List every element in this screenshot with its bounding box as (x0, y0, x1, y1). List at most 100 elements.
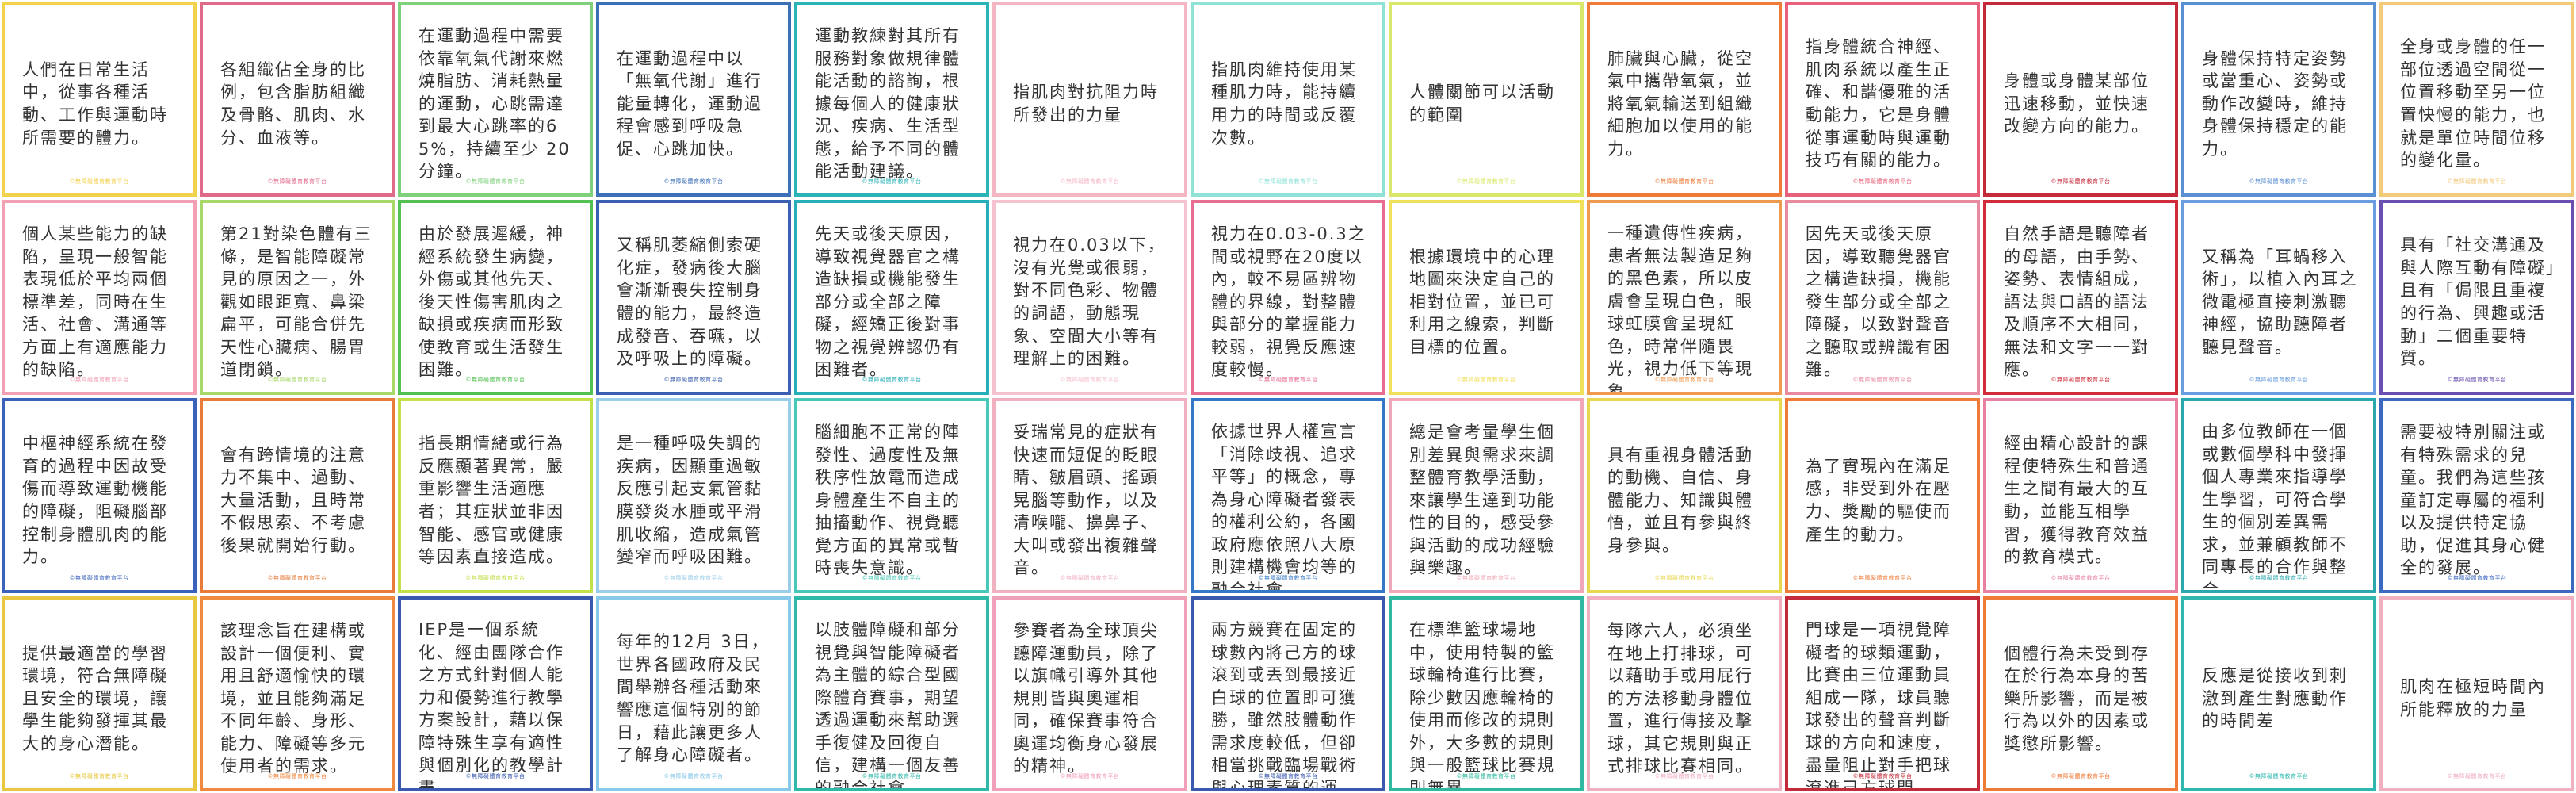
flashcard[interactable]: 個人某些能力的缺陷，呈現一般智能表現低於平均兩個標準差，同時在生活、社會、溝通等… (2, 200, 197, 395)
flashcard[interactable]: 先天或後天原因，導致視覺器官之構造缺損或機能發生部分或全部之障礙，經矯正後對事物… (794, 200, 989, 395)
flashcard[interactable]: 個體行為未受到存在於行為本身的苦樂所影響，而是被行為以外的因素或獎懲所影響。 ©… (1983, 596, 2178, 791)
flashcard[interactable]: 需要被特別關注或有特殊需求的兒童。我們為這些孩童訂定專屬的福利以及提供特定協助，… (2379, 398, 2574, 593)
flashcard[interactable]: 人體關節可以活動的範圍 ©無障礙體育教育平台 (1389, 2, 1584, 197)
flashcard[interactable]: 在運動過程中以「無氧代謝」進行能量轉化，運動過程會感到呼吸急促、心跳加快。 ©無… (596, 2, 791, 197)
flashcard-text: 各組織佔全身的比例，包含脂肪組織及骨骼、肌肉、水分、血液等。 (220, 59, 366, 147)
flashcard[interactable]: 會有跨情境的注意力不集中、過動、大量活動，且時常不假思索、不考慮後果就開始行動。… (200, 398, 395, 593)
flashcard-footer: ©無障礙體育教育平台 (1654, 178, 1714, 185)
flashcard[interactable]: 以肢體障礙和部分視覺與智能障礙者為主體的綜合型國際體育賽事，期望透過運動來幫助選… (794, 596, 989, 791)
flashcard[interactable]: 每隊六人，必須坐在地上打排球，可以藉助手或用屁行的方法移動身體位置，進行傳接及擊… (1587, 596, 1782, 791)
flashcard[interactable]: 指肌肉維持使用某種肌力時，能持續用力的時間或反覆次數。 ©無障礙體育教育平台 (1191, 2, 1385, 197)
flashcard[interactable]: 中樞神經系統在發育的過程中因故受傷而導致運動機能的障礙，阻礙腦部控制身體肌肉的能… (2, 398, 197, 593)
flashcard-footer: ©無障礙體育教育平台 (1060, 773, 1120, 780)
flashcard-text: 個人某些能力的缺陷，呈現一般智能表現低於平均兩個標準差，同時在生活、社會、溝通等… (22, 224, 168, 380)
flashcard[interactable]: 兩方競賽在固定的球數內將己方的球滾到或丟到最接近白球的位置即可獲勝，雖然肢體動作… (1191, 596, 1385, 791)
flashcard[interactable]: 在運動過程中需要依靠氧氣代謝來燃燒脂肪、消耗熱量的運動，心跳需達到最大心跳率的6… (398, 2, 593, 197)
flashcard-text: 為了實現內在滿足感，非受到外在壓力、獎勵的驅使而產生的動力。 (1806, 456, 1951, 544)
flashcard-footer: ©無障礙體育教育平台 (2447, 773, 2507, 780)
flashcard[interactable]: 又稱為「耳蝸移入術」，以植入內耳之微電極直接刺激聽神經，協助聽障者聽見聲音。 ©… (2181, 200, 2376, 395)
flashcard[interactable]: 依據世界人權宣言「消除歧視、追求平等」的概念，專為身心障礙者發表的權利公約，各國… (1191, 398, 1385, 593)
flashcard-footer: ©無障礙體育教育平台 (267, 377, 327, 383)
flashcard[interactable]: 各組織佔全身的比例，包含脂肪組織及骨骼、肌肉、水分、血液等。 ©無障礙體育教育平… (200, 2, 395, 197)
flashcard-footer: ©無障礙體育教育平台 (1852, 773, 1913, 780)
flashcard[interactable]: 一種遺傳性疾病，患者無法製造足夠的黑色素，所以皮膚會呈現白色，眼球虹膜會呈現紅色… (1587, 200, 1782, 395)
flashcard-text: 身體或身體某部位迅速移動，並快速改變方向的能力。 (2004, 71, 2150, 136)
flashcard-footer: ©無障礙體育教育平台 (2249, 178, 2309, 185)
flashcard[interactable]: 指身體統合神經、肌肉系統以產生正確、和諧優雅的活動能力，它是身體從事運動時與運動… (1785, 2, 1980, 197)
flashcard[interactable]: 視力在0.03-0.3之間或視野在20度以內，較不易區辨物體的界線，對整體與部分… (1191, 200, 1385, 395)
flashcard-footer: ©無障礙體育教育平台 (2249, 773, 2309, 780)
flashcard[interactable]: 身體保持特定姿勢或當重心、姿勢或動作改變時，維持身體保持穩定的能力。 ©無障礙體… (2181, 2, 2376, 197)
flashcard-text: 運動教練對其所有服務對象做規律體能活動的諮詢，根據每個人的健康狀況、疾病、生活型… (815, 26, 961, 182)
flashcard-text: 需要被特別關注或有特殊需求的兒童。我們為這些孩童訂定專屬的福利以及提供特定協助，… (2400, 423, 2546, 578)
flashcard-footer: ©無障礙體育教育平台 (663, 377, 724, 383)
flashcard-footer: ©無障礙體育教育平台 (1654, 575, 1714, 581)
flashcard[interactable]: 全身或身體的任一部位透過空間從一位置移動至另一位置快慢的能力，也就是單位時間位移… (2379, 2, 2574, 197)
flashcard[interactable]: 腦細胞不正常的陣發性、過度性及無秩序性放電而造成身體產生不自主的抽搐動作、視覺聽… (794, 398, 989, 593)
flashcard[interactable]: 每年的12月 3日，世界各國政府及民間舉辦各種活動來響應這個特別的節日，藉此讓更… (596, 596, 791, 791)
flashcard[interactable]: 自然手語是聽障者的母語，由手勢、姿勢、表情組成，語法與口語的語法及順序不大相同，… (1983, 200, 2178, 395)
flashcard[interactable]: 運動教練對其所有服務對象做規律體能活動的諮詢，根據每個人的健康狀況、疾病、生活型… (794, 2, 989, 197)
flashcard[interactable]: 由多位教師在一個或數個學科中發揮個人專業來指導學生學習，可符合學生的個別差異需求… (2181, 398, 2376, 593)
flashcard-footer: ©無障礙體育教育平台 (1060, 178, 1120, 185)
flashcard[interactable]: 妥瑞常見的症狀有快速而短促的眨眼睛、皺眉頭、搖頭晃腦等動作，以及清喉嚨、擤鼻子、… (992, 398, 1187, 593)
flashcard-footer: ©無障礙體育教育平台 (69, 773, 129, 780)
flashcard-text: 妥瑞常見的症狀有快速而短促的眨眼睛、皺眉頭、搖頭晃腦等動作，以及清喉嚨、擤鼻子、… (1013, 423, 1159, 578)
flashcard-text: 又稱為「耳蝸移入術」，以植入內耳之微電極直接刺激聽神經，協助聽障者聽見聲音。 (2202, 247, 2358, 357)
flashcard-footer: ©無障礙體育教育平台 (862, 178, 922, 185)
flashcard-text: 在運動過程中以「無氧代謝」進行能量轉化，運動過程會感到呼吸急促、心跳加快。 (617, 48, 762, 159)
flashcard-text: 總是會考量學生個別差異與需求來調整體育教學活動，來讓學生達到功能性的目的，感受參… (1409, 423, 1555, 578)
flashcard-footer: ©無障礙體育教育平台 (1654, 773, 1714, 780)
flashcard[interactable]: 提供最適當的學習環境，符合無障礙且安全的環境，讓學生能夠發揮其最大的身心潛能。 … (2, 596, 197, 791)
flashcard-text: 參賽者為全球頂尖聽障運動員，除了以旗幟引導外其他規則皆與奧運相同，確保賽事符合奧… (1013, 621, 1159, 776)
flashcard-text: 兩方競賽在固定的球數內將己方的球滾到或丟到最接近白球的位置即可獲勝，雖然肢體動作… (1211, 620, 1357, 791)
flashcard-footer: ©無障礙體育教育平台 (1852, 575, 1913, 581)
flashcard-text: 全身或身體的任一部位透過空間從一位置移動至另一位置快慢的能力，也就是單位時間位移… (2400, 37, 2546, 170)
flashcard[interactable]: IEP是一個系統化、經由團隊合作之方式針對個人能力和優勢進行教學方案設計，藉以保… (398, 596, 593, 791)
flashcard-text: 視力在0.03-0.3之間或視野在20度以內，較不易區辨物體的界線，對整體與部分… (1211, 224, 1366, 380)
flashcard-footer: ©無障礙體育教育平台 (1456, 575, 1516, 581)
flashcard[interactable]: 肺臟與心臟，從空氣中攜帶氧氣，並將氧氣輸送到組織細胞加以使用的能力。 ©無障礙體… (1587, 2, 1782, 197)
flashcard-text: 因先天或後天原因，導致聽覺器官之構造缺損，機能發生部分或全部之障礙，以致對聲音之… (1806, 224, 1951, 380)
flashcard-footer: ©無障礙體育教育平台 (2050, 575, 2111, 581)
flashcard-footer: ©無障礙體育教育平台 (2447, 178, 2507, 185)
flashcard[interactable]: 根據環境中的心理地圖來決定自己的相對位置，並已可利用之線索，判斷目標的位置。 ©… (1389, 200, 1584, 395)
flashcard-text: IEP是一個系統化、經由團隊合作之方式針對個人能力和優勢進行教學方案設計，藉以保… (419, 620, 564, 791)
flashcard-footer: ©無障礙體育教育平台 (663, 575, 724, 581)
flashcard-text: 會有跨情境的注意力不集中、過動、大量活動，且時常不假思索、不考慮後果就開始行動。 (220, 445, 366, 555)
flashcard-footer: ©無障礙體育教育平台 (663, 178, 724, 185)
flashcard-text: 每隊六人，必須坐在地上打排球，可以藉助手或用屁行的方法移動身體位置，進行傳接及擊… (1607, 621, 1753, 776)
flashcard[interactable]: 是一種呼吸失調的疾病，因顯重過敏反應引起支氣管黏膜發炎水腫或平滑肌收縮，造成氣管… (596, 398, 791, 593)
flashcard-text: 中樞神經系統在發育的過程中因故受傷而導致運動機能的障礙，阻礙腦部控制身體肌肉的能… (22, 434, 168, 567)
flashcard[interactable]: 視力在0.03以下，沒有光覺或很弱，對不同色彩、物體的詞語，動態現象、空間大小等… (992, 200, 1187, 395)
flashcard[interactable]: 肌肉在極短時間內所能釋放的力量 ©無障礙體育教育平台 (2379, 596, 2574, 791)
flashcard[interactable]: 第21對染色體有三條，是智能障礙常見的原因之一，外觀如眼距寬、鼻梁扁平，可能合併… (200, 200, 395, 395)
flashcard-footer: ©無障礙體育教育平台 (465, 575, 526, 581)
flashcard[interactable]: 因先天或後天原因，導致聽覺器官之構造缺損，機能發生部分或全部之障礙，以致對聲音之… (1785, 200, 1980, 395)
flashcard-footer: ©無障礙體育教育平台 (2447, 377, 2507, 383)
flashcard[interactable]: 門球是一項視覺障礙者的球類運動，比賽由三位運動員組成一隊，球員聽球發出的聲音判斷… (1785, 596, 1980, 791)
flashcard-footer: ©無障礙體育教育平台 (465, 773, 526, 780)
flashcard-text: 指長期情緒或行為反應顯著異常，嚴重影響生活適應者；其症狀並非因智能、感官或健康等… (419, 434, 564, 567)
flashcard[interactable]: 具有重視身體活動的動機、自信、身體能力、知識與體悟，並且有參與終身參與。 ©無障… (1587, 398, 1782, 593)
flashcard[interactable]: 又稱肌萎縮側索硬化症，發病後大腦會漸漸喪失控制身體的能力，最終造成發音、吞嚥，以… (596, 200, 791, 395)
flashcard[interactable]: 由於發展遲緩，神經系統發生病變，外傷或其他先天、後天性傷害肌肉之缺損或疾病而形致… (398, 200, 593, 395)
flashcard[interactable]: 參賽者為全球頂尖聽障運動員，除了以旗幟引導外其他規則皆與奧運相同，確保賽事符合奧… (992, 596, 1187, 791)
flashcard[interactable]: 指長期情緒或行為反應顯著異常，嚴重影響生活適應者；其症狀並非因智能、感官或健康等… (398, 398, 593, 593)
flashcard[interactable]: 具有「社交溝通及與人際互動有障礙」且有「侷限且重複的行為、興趣或活動」二個重要特… (2379, 200, 2574, 395)
flashcard-text: 根據環境中的心理地圖來決定自己的相對位置，並已可利用之線索，判斷目標的位置。 (1409, 247, 1555, 357)
flashcard[interactable]: 為了實現內在滿足感，非受到外在壓力、獎勵的驅使而產生的動力。 ©無障礙體育教育平… (1785, 398, 1980, 593)
flashcard[interactable]: 在標準籃球場地中，使用特製的籃球輪椅進行比賽，除少數因應輪椅的使用而修改的規則外… (1389, 596, 1584, 791)
flashcard[interactable]: 身體或身體某部位迅速移動，並快速改變方向的能力。 ©無障礙體育教育平台 (1983, 2, 2178, 197)
flashcard[interactable]: 人們在日常生活中，從事各種活動、工作與運動時所需要的體力。 ©無障礙體育教育平台 (2, 2, 197, 197)
flashcard[interactable]: 經由精心設計的課程使特殊生和普通生之間有最大的互動，並能互相學習，獲得教育效益的… (1983, 398, 2178, 593)
flashcard[interactable]: 該理念旨在建構或設計一個便利、實用且舒適愉快的環境，並且能夠滿足不同年齡、身形、… (200, 596, 395, 791)
flashcard-footer: ©無障礙體育教育平台 (267, 773, 327, 780)
flashcard[interactable]: 總是會考量學生個別差異與需求來調整體育教學活動，來讓學生達到功能性的目的，感受參… (1389, 398, 1584, 593)
flashcard[interactable]: 指肌肉對抗阻力時所發出的力量 ©無障礙體育教育平台 (992, 2, 1187, 197)
flashcard-text: 由多位教師在一個或數個學科中發揮個人專業來指導學生學習，可符合學生的個別差異需求… (2202, 422, 2348, 593)
flashcard-text: 具有「社交溝通及與人際互動有障礙」且有「侷限且重複的行為、興趣或活動」二個重要特… (2400, 236, 2556, 369)
flashcard-text: 第21對染色體有三條，是智能障礙常見的原因之一，外觀如眼距寬、鼻梁扁平，可能合併… (220, 224, 373, 380)
flashcard[interactable]: 反應是從接收到刺激到產生對應動作的時間差 ©無障礙體育教育平台 (2181, 596, 2376, 791)
